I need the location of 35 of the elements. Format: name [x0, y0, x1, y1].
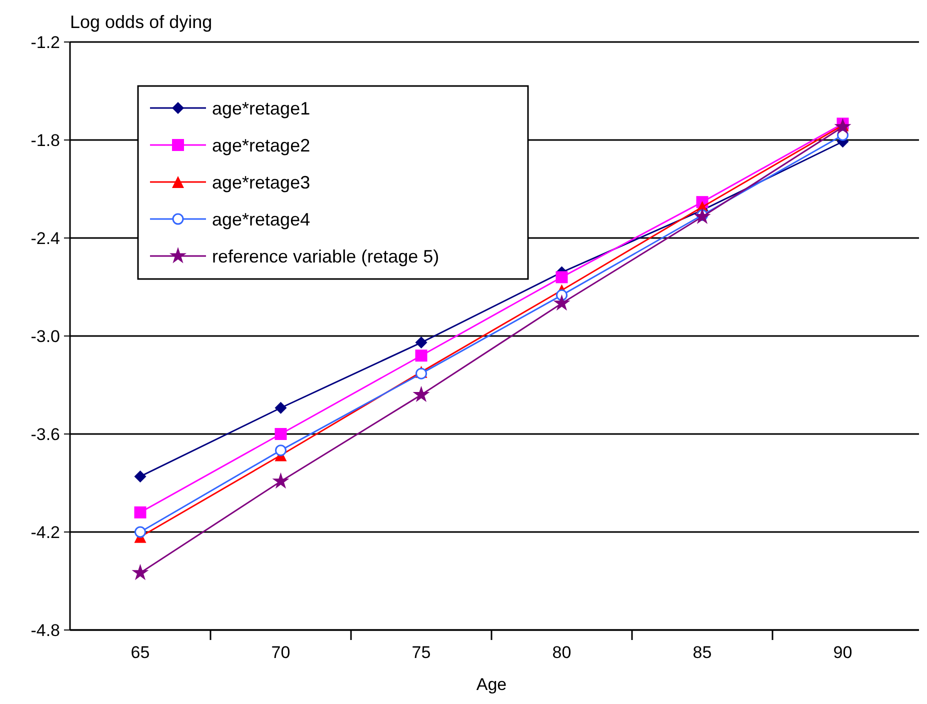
legend-label: age*retage2 [212, 135, 310, 156]
legend-label: age*retage1 [212, 98, 310, 118]
point [272, 472, 290, 489]
point [274, 402, 287, 414]
y-tick-label: -3.0 [30, 326, 60, 346]
point [834, 118, 852, 134]
point [134, 526, 146, 538]
point [415, 336, 428, 349]
point [556, 271, 568, 284]
y-axis-title: Log odds of dying [70, 12, 212, 32]
y-tick-label: -4.2 [30, 522, 60, 542]
y-tick-label: -3.6 [30, 424, 60, 444]
x-tick-label: 85 [692, 643, 712, 662]
y-tick-label: -4.8 [30, 620, 60, 640]
point [694, 208, 711, 224]
point [134, 470, 146, 482]
legend-label: age*retage4 [212, 209, 310, 230]
y-tick-label: -1.2 [30, 32, 60, 52]
point [415, 350, 428, 362]
point [412, 386, 430, 402]
legend-label: reference variable (retage 5) [212, 246, 440, 266]
y-tick-label: -2.4 [30, 228, 60, 248]
point [553, 294, 570, 311]
x-axis-title: Age [476, 675, 507, 694]
x-tick-label: 80 [552, 643, 572, 662]
point [132, 564, 149, 580]
point [134, 506, 146, 518]
x-tick-label: 75 [412, 643, 431, 662]
legend-label: age*retage3 [212, 172, 310, 192]
x-tick-label: 65 [130, 643, 150, 662]
point [274, 428, 287, 440]
y-tick-label: -1.8 [30, 130, 60, 150]
x-tick-label: 70 [271, 643, 290, 662]
point [275, 444, 286, 456]
x-tick-label: 90 [833, 643, 852, 662]
